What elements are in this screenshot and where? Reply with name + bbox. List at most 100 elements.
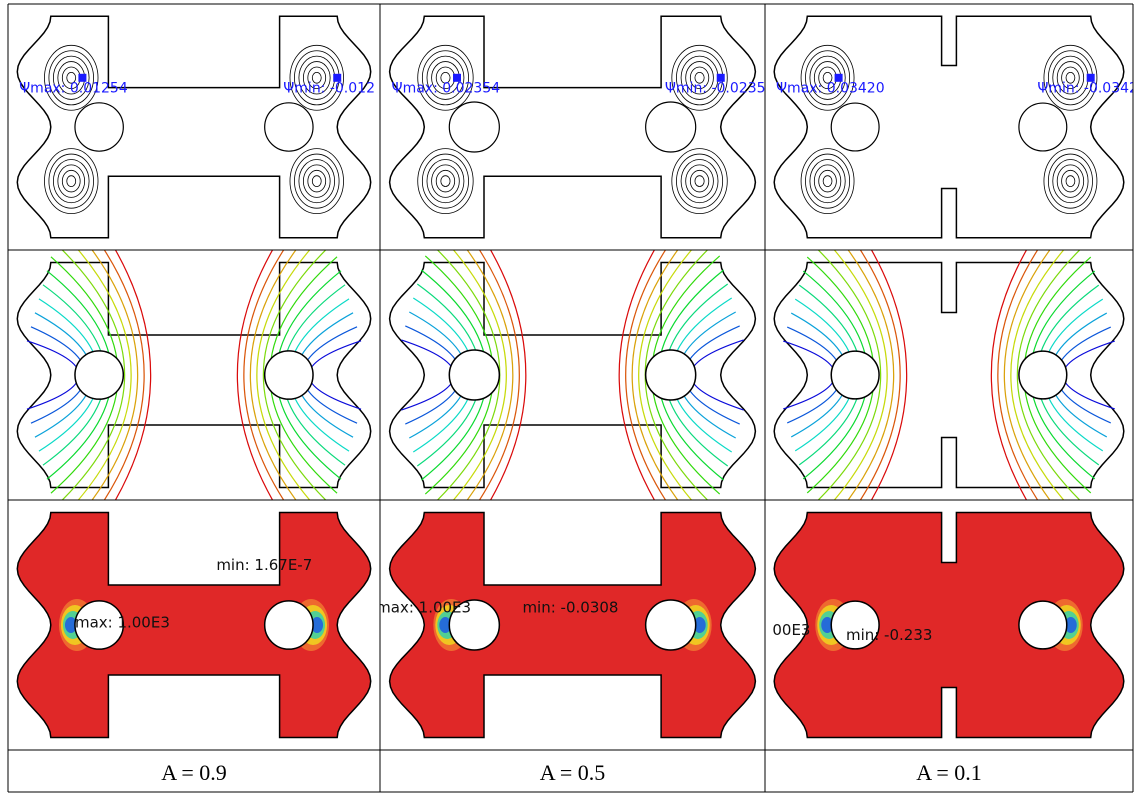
cylinder	[646, 102, 696, 152]
cylinder	[1019, 601, 1067, 649]
cylinder	[449, 350, 499, 400]
streamline	[427, 159, 464, 202]
domain	[17, 16, 370, 237]
panel: Ψmax: 0.03420 Ψmin: -0.03420	[774, 16, 1135, 237]
domain	[774, 16, 1124, 237]
streamline	[418, 149, 473, 214]
streamline	[299, 159, 335, 202]
streamline	[823, 176, 832, 187]
streamline	[441, 176, 450, 187]
caption: A = 0.1	[916, 760, 982, 785]
streamline	[432, 165, 460, 197]
psi-min-label: Ψmin: -0.012	[283, 81, 375, 97]
panel	[774, 187, 1124, 563]
streamline	[686, 165, 714, 197]
cylinder	[449, 102, 499, 152]
panel	[390, 186, 756, 564]
streamline	[676, 154, 722, 208]
streamline	[62, 170, 80, 192]
psi-min-label: Ψmin: -0.02354	[665, 81, 775, 97]
panel-body: Ψmax: 0.01254 Ψmin: -0.012	[17, 16, 375, 237]
streamline	[294, 51, 339, 105]
streamline	[690, 170, 708, 192]
streamline	[303, 165, 330, 197]
panel-body	[390, 186, 756, 564]
streamline	[49, 154, 94, 208]
cylinder	[75, 103, 123, 151]
streamline	[1048, 154, 1092, 208]
streamline	[1053, 159, 1088, 202]
streamline	[422, 154, 468, 208]
cylinder	[265, 103, 313, 151]
cylinder	[265, 601, 313, 649]
streamline	[44, 45, 98, 110]
domain	[17, 263, 370, 488]
domain	[390, 263, 756, 488]
field-line	[783, 341, 835, 409]
psi-max-label: Ψmax: 0.02354	[392, 81, 501, 97]
cylinder	[646, 600, 696, 650]
cylinder	[831, 351, 879, 399]
max-label: max: 1.00E3	[75, 614, 170, 632]
streamline	[810, 159, 845, 202]
panel-body: max: 1.00E3 min: -0.0308	[376, 513, 755, 738]
min-label: min: 1.67E-7	[216, 556, 312, 574]
streamline	[681, 159, 718, 202]
panel: max: 1.00E3 min: 1.67E-7	[17, 513, 370, 738]
panel: Ψmax: 0.02354 Ψmin: -0.02354	[390, 16, 775, 237]
streamline	[290, 149, 344, 214]
psi-max-label: Ψmax: 0.03420	[776, 81, 885, 97]
streamline	[294, 154, 339, 208]
streamline	[436, 170, 454, 192]
streamline	[44, 149, 98, 214]
streamline	[1057, 165, 1083, 197]
streamline	[676, 51, 722, 105]
psi-max-label: Ψmax: 0.01254	[19, 81, 128, 97]
domain	[390, 16, 756, 237]
streamline	[1048, 51, 1092, 105]
streamline	[814, 165, 840, 197]
min-label: min: -0.0308	[522, 599, 618, 617]
streamline	[67, 176, 76, 187]
panel-body: 00E3 min: -0.233	[772, 513, 1123, 738]
streamline	[1044, 149, 1097, 214]
streamline	[805, 51, 849, 105]
min-label: min: -0.233	[846, 626, 932, 644]
streamline	[801, 149, 854, 214]
streamline	[418, 45, 473, 110]
field-line	[1063, 341, 1115, 409]
caption: A = 0.5	[540, 760, 606, 785]
cylinder	[831, 103, 879, 151]
cylinder	[1019, 351, 1067, 399]
max-label: 00E3	[772, 621, 810, 639]
streamline	[819, 170, 837, 192]
streamline	[1062, 170, 1080, 192]
streamline	[58, 165, 85, 197]
caption: A = 0.9	[161, 760, 227, 785]
streamline	[695, 176, 704, 187]
panel: Ψmax: 0.01254 Ψmin: -0.012	[17, 16, 375, 237]
streamline	[801, 45, 854, 110]
panel-body: Ψmax: 0.03420 Ψmin: -0.03420	[774, 16, 1135, 237]
domain	[774, 263, 1124, 488]
streamline	[49, 51, 94, 105]
streamline	[1066, 176, 1075, 187]
panel-body	[774, 187, 1124, 563]
psi-min-label: Ψmin: -0.03420	[1037, 81, 1135, 97]
panel	[17, 187, 370, 563]
panel-body	[17, 187, 370, 563]
max-label: max: 1.00E3	[376, 599, 471, 617]
streamline	[53, 159, 89, 202]
cylinder	[1019, 103, 1067, 151]
cylinder	[646, 350, 696, 400]
streamline	[672, 149, 727, 214]
panel: 00E3 min: -0.233	[772, 513, 1123, 738]
streamline	[308, 170, 326, 192]
panel: max: 1.00E3 min: -0.0308	[376, 513, 755, 738]
cylinder	[265, 351, 313, 399]
cylinder	[75, 351, 123, 399]
streamline	[312, 176, 321, 187]
panel-body: max: 1.00E3 min: 1.67E-7	[17, 513, 370, 738]
figure: Ψmax: 0.01254 Ψmin: -0.012 max: 1.00E3 min:…	[0, 0, 1135, 794]
panel-body: Ψmax: 0.02354 Ψmin: -0.02354	[390, 16, 775, 237]
